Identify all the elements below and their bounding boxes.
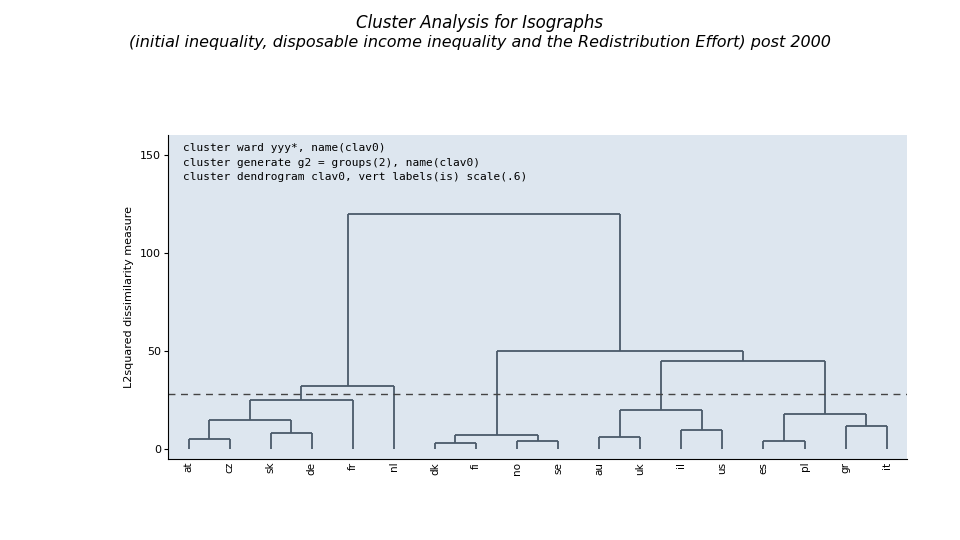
Y-axis label: L2squared dissimilarity measure: L2squared dissimilarity measure xyxy=(125,206,134,388)
Text: cluster generate g2 = groups(2), name(clav0): cluster generate g2 = groups(2), name(cl… xyxy=(182,158,480,168)
Text: (initial inequality, disposable income inequality and the Redistribution Effort): (initial inequality, disposable income i… xyxy=(129,35,831,50)
Text: cluster ward yyy*, name(clav0): cluster ward yyy*, name(clav0) xyxy=(182,143,385,153)
Text: cluster dendrogram clav0, vert labels(is) scale(.6): cluster dendrogram clav0, vert labels(is… xyxy=(182,172,527,183)
Text: 19: 19 xyxy=(916,515,931,528)
Text: Cluster Analysis for Isographs: Cluster Analysis for Isographs xyxy=(356,14,604,31)
